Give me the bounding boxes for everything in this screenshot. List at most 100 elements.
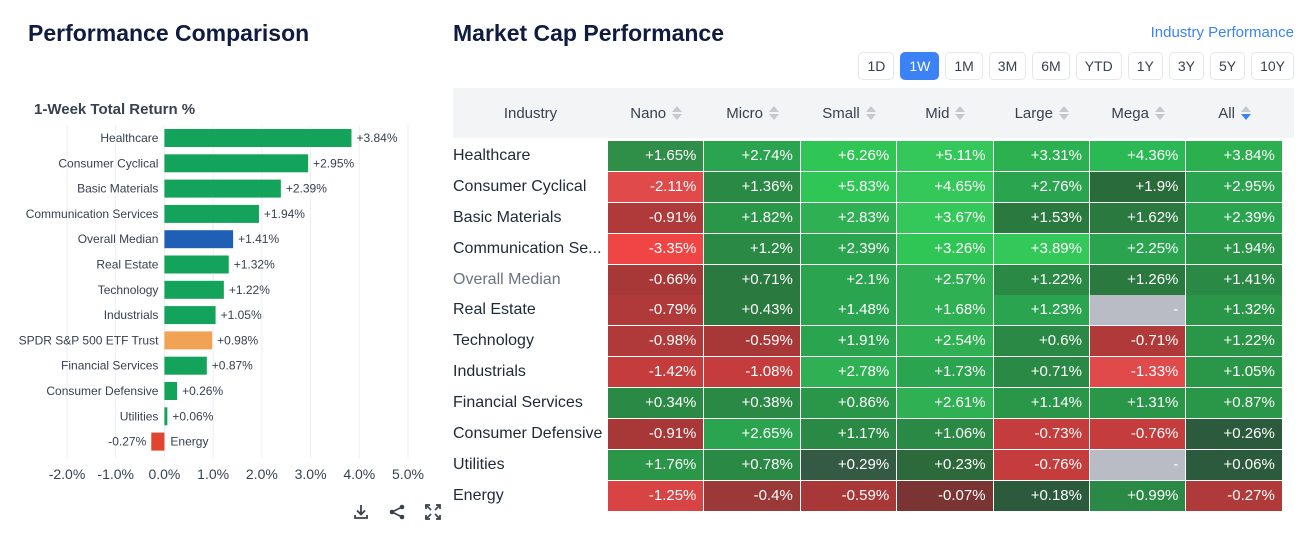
period-1w-button[interactable]: 1W <box>900 52 940 80</box>
row-industry-label[interactable]: Communication Se... <box>453 239 602 257</box>
sort-icon[interactable] <box>1240 106 1251 120</box>
heatmap-cell-nano[interactable]: +0.34% <box>608 388 705 419</box>
period-5y-button[interactable]: 5Y <box>1209 52 1246 80</box>
column-header-nano[interactable]: Nano <box>608 88 704 138</box>
heatmap-cell-large[interactable]: +2.76% <box>993 171 1090 202</box>
row-industry-label[interactable]: Basic Materials <box>453 208 562 226</box>
heatmap-cell-nano[interactable]: -0.79% <box>608 295 705 326</box>
heatmap-cell-mega[interactable]: +1.26% <box>1090 264 1187 295</box>
heatmap-cell-micro[interactable]: +2.65% <box>704 419 801 450</box>
heatmap-cell-small[interactable]: +0.29% <box>800 449 898 480</box>
heatmap-cell-mega[interactable]: +2.25% <box>1090 233 1187 264</box>
column-header-small[interactable]: Small <box>801 88 897 138</box>
heatmap-cell-nano[interactable]: -1.25% <box>608 480 705 511</box>
heatmap-cell-small[interactable]: +6.26% <box>800 141 898 171</box>
heatmap-cell-all[interactable]: -0.27% <box>1186 480 1283 511</box>
period-3m-button[interactable]: 3M <box>988 52 1027 80</box>
heatmap-cell-mega[interactable]: +1.62% <box>1090 202 1187 233</box>
row-industry-label[interactable]: Industrials <box>453 363 526 381</box>
heatmap-cell-mid[interactable]: +5.11% <box>897 141 994 171</box>
industry-performance-link[interactable]: Industry Performance <box>1150 24 1294 41</box>
heatmap-cell-micro[interactable]: -0.4% <box>704 480 801 511</box>
heatmap-cell-micro[interactable]: +0.71% <box>704 264 801 295</box>
heatmap-cell-micro[interactable]: +0.38% <box>704 388 801 419</box>
heatmap-cell-nano[interactable]: -2.11% <box>608 171 705 202</box>
heatmap-cell-micro[interactable]: -1.08% <box>704 357 801 388</box>
heatmap-cell-nano[interactable]: -0.91% <box>608 202 705 233</box>
heatmap-cell-micro[interactable]: +0.78% <box>704 449 801 480</box>
heatmap-cell-mega[interactable]: +4.36% <box>1090 141 1187 171</box>
period-10y-button[interactable]: 10Y <box>1251 52 1294 80</box>
heatmap-cell-micro[interactable]: +0.43% <box>704 295 801 326</box>
heatmap-cell-all[interactable]: +1.32% <box>1186 295 1283 326</box>
heatmap-cell-large[interactable]: +1.14% <box>993 388 1090 419</box>
heatmap-cell-small[interactable]: +2.1% <box>800 264 898 295</box>
sort-icon[interactable] <box>1058 106 1069 120</box>
heatmap-cell-large[interactable]: -0.76% <box>993 449 1090 480</box>
expand-icon[interactable] <box>424 503 442 521</box>
sort-icon[interactable] <box>955 106 966 120</box>
row-industry-label[interactable]: Energy <box>453 486 504 504</box>
heatmap-cell-small[interactable]: +2.78% <box>800 357 898 388</box>
heatmap-cell-small[interactable]: +5.83% <box>800 171 898 202</box>
row-industry-label[interactable]: Consumer Cyclical <box>453 177 587 195</box>
period-6m-button[interactable]: 6M <box>1032 52 1070 80</box>
period-1d-button[interactable]: 1D <box>858 52 895 80</box>
heatmap-cell-all[interactable]: +2.39% <box>1186 202 1283 233</box>
heatmap-cell-mega[interactable]: -0.71% <box>1090 326 1187 357</box>
row-industry-label[interactable]: Consumer Defensive <box>453 425 603 443</box>
period-3y-button[interactable]: 3Y <box>1168 52 1204 80</box>
heatmap-cell-micro[interactable]: +1.82% <box>704 202 801 233</box>
row-industry-label[interactable]: Technology <box>453 332 534 350</box>
heatmap-cell-large[interactable]: +0.6% <box>993 326 1090 357</box>
heatmap-cell-mid[interactable]: +1.06% <box>897 419 994 450</box>
heatmap-cell-small[interactable]: +1.48% <box>800 295 898 326</box>
heatmap-cell-small[interactable]: +2.39% <box>800 233 898 264</box>
heatmap-cell-mid[interactable]: +1.73% <box>897 357 994 388</box>
heatmap-cell-small[interactable]: -0.59% <box>800 480 898 511</box>
heatmap-cell-large[interactable]: +0.71% <box>993 357 1090 388</box>
heatmap-cell-mega[interactable]: +1.31% <box>1090 388 1187 419</box>
heatmap-cell-nano[interactable]: +1.65% <box>608 141 705 171</box>
heatmap-cell-all[interactable]: +3.84% <box>1186 141 1283 171</box>
heatmap-cell-mid[interactable]: +3.67% <box>897 202 994 233</box>
heatmap-cell-mid[interactable]: +2.54% <box>897 326 994 357</box>
heatmap-cell-mid[interactable]: +2.61% <box>897 388 994 419</box>
heatmap-cell-mega[interactable]: - <box>1090 295 1187 326</box>
heatmap-cell-mid[interactable]: +2.57% <box>897 264 994 295</box>
sort-icon[interactable] <box>768 106 779 120</box>
heatmap-cell-nano[interactable]: -3.35% <box>608 233 705 264</box>
heatmap-cell-mega[interactable]: - <box>1090 449 1187 480</box>
row-industry-label[interactable]: Overall Median <box>453 270 561 288</box>
heatmap-cell-all[interactable]: +1.22% <box>1186 326 1283 357</box>
heatmap-cell-all[interactable]: +0.06% <box>1186 449 1283 480</box>
heatmap-cell-large[interactable]: -0.73% <box>993 419 1090 450</box>
heatmap-cell-micro[interactable]: +1.2% <box>704 233 801 264</box>
heatmap-cell-mid[interactable]: +1.68% <box>897 295 994 326</box>
sort-icon[interactable] <box>672 106 683 120</box>
heatmap-cell-large[interactable]: +1.23% <box>993 295 1090 326</box>
heatmap-cell-all[interactable]: +0.26% <box>1186 419 1283 450</box>
row-industry-label[interactable]: Utilities <box>453 455 505 473</box>
heatmap-cell-mid[interactable]: -0.07% <box>897 480 994 511</box>
sort-icon[interactable] <box>865 106 876 120</box>
heatmap-cell-nano[interactable]: -0.91% <box>608 419 705 450</box>
row-industry-label[interactable]: Real Estate <box>453 301 536 319</box>
column-header-mid[interactable]: Mid <box>897 88 993 138</box>
heatmap-cell-all[interactable]: +1.41% <box>1186 264 1283 295</box>
column-header-micro[interactable]: Micro <box>704 88 800 138</box>
heatmap-cell-large[interactable]: +3.31% <box>993 141 1090 171</box>
share-icon[interactable] <box>388 503 406 521</box>
heatmap-cell-small[interactable]: +1.91% <box>800 326 898 357</box>
download-icon[interactable] <box>352 503 370 521</box>
period-1y-button[interactable]: 1Y <box>1127 52 1163 80</box>
heatmap-cell-nano[interactable]: -0.98% <box>608 326 705 357</box>
period-ytd-button[interactable]: YTD <box>1075 52 1122 80</box>
sort-icon[interactable] <box>1154 106 1165 120</box>
heatmap-cell-small[interactable]: +1.17% <box>800 419 898 450</box>
column-header-mega[interactable]: Mega <box>1090 88 1186 138</box>
heatmap-cell-small[interactable]: +2.83% <box>800 202 898 233</box>
heatmap-cell-mid[interactable]: +4.65% <box>897 171 994 202</box>
heatmap-cell-all[interactable]: +2.95% <box>1186 171 1283 202</box>
heatmap-cell-large[interactable]: +0.18% <box>993 480 1090 511</box>
